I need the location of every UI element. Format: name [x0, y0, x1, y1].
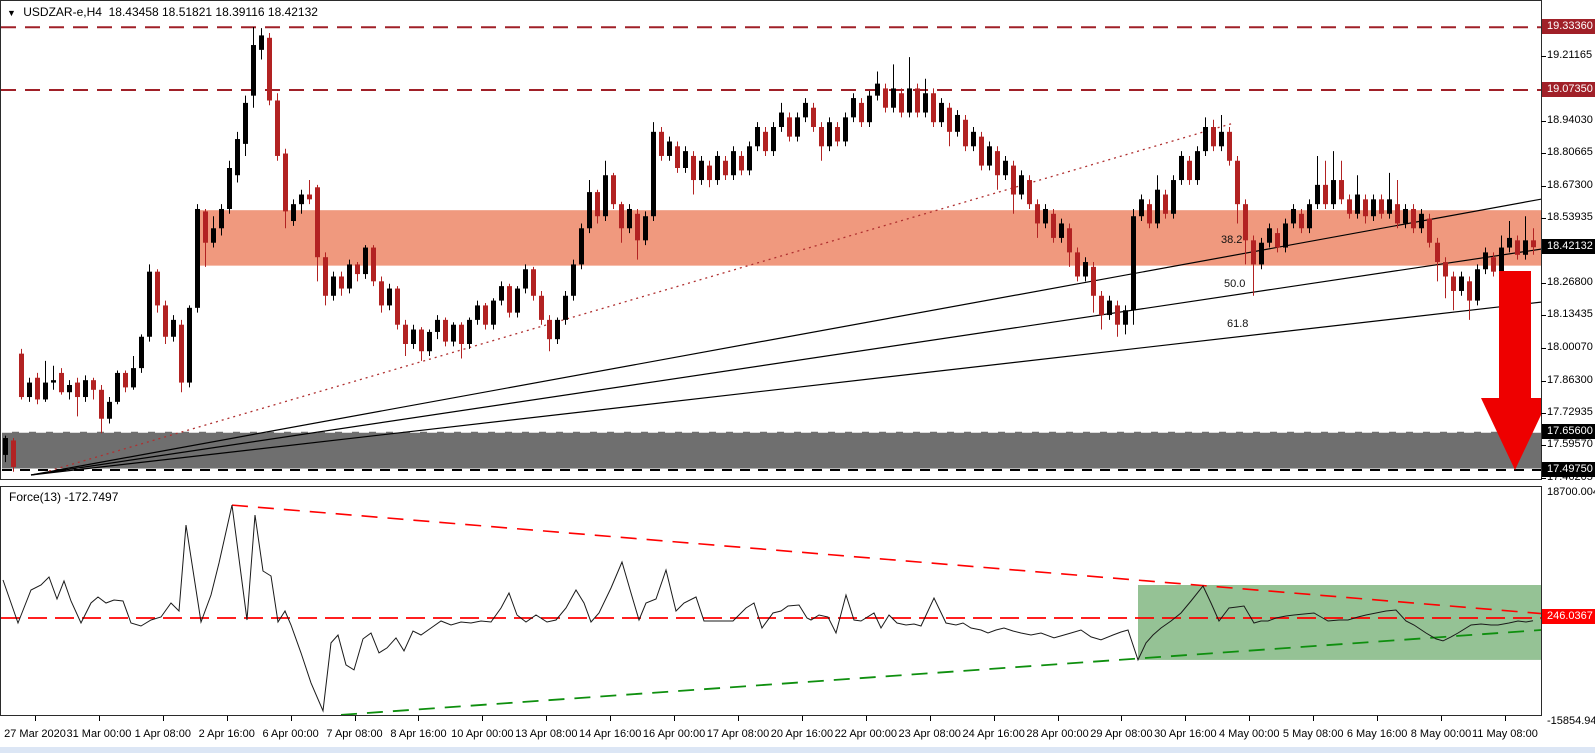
time-axis-tick — [1441, 716, 1443, 721]
price-badge-18.42132: 18.42132 — [1542, 239, 1595, 254]
time-axis-tick — [1121, 716, 1123, 721]
chart-title: ▼ USDZAR-e,H4 18.43458 18.51821 18.39116… — [7, 5, 318, 19]
time-axis-label: 11 May 08:00 — [1472, 728, 1538, 740]
time-axis-tick — [929, 716, 931, 721]
force-indicator-panel[interactable]: Force(13) -172.7497 — [0, 486, 1542, 716]
price-badge-19.07350: 19.07350 — [1542, 82, 1595, 97]
price-axis-label: 18.80665 — [1547, 146, 1593, 158]
time-axis-tick — [482, 716, 484, 721]
time-axis-tick — [35, 716, 36, 721]
time-axis-tick — [738, 716, 739, 721]
indicator-name-label: Force(13) -172.7497 — [9, 490, 119, 504]
time-axis-tick — [98, 716, 100, 721]
time-axis-label: 5 May 08:00 — [1282, 728, 1344, 740]
time-axis-label: 10 Apr 00:00 — [451, 728, 514, 740]
indicator-axis-max-label: 18700.0048 — [1547, 486, 1595, 498]
time-axis-tick — [354, 716, 356, 721]
price-axis-label: 17.72935 — [1547, 406, 1593, 418]
chart-dropdown-icon[interactable]: ▼ — [7, 8, 16, 18]
price-axis-tick — [1541, 283, 1546, 284]
time-axis-label: 31 Mar 00:00 — [66, 728, 132, 740]
time-axis-tick — [1377, 716, 1379, 721]
time-axis-tick — [290, 716, 292, 721]
price-axis-tick — [1541, 56, 1546, 57]
time-axis-label: 8 May 00:00 — [1410, 728, 1472, 740]
time-axis-label: 4 May 00:00 — [1219, 728, 1280, 740]
time-axis-tick — [1313, 716, 1315, 721]
price-chart-panel[interactable]: ▼ USDZAR-e,H4 18.43458 18.51821 18.39116… — [0, 0, 1542, 480]
indicator-axis-min-label: -15854.946 — [1547, 715, 1595, 727]
price-axis-tick — [1541, 315, 1546, 316]
time-axis-label: 6 May 16:00 — [1346, 728, 1408, 740]
window-bottom-strip — [0, 747, 1595, 753]
time-axis-label: 24 Apr 16:00 — [962, 728, 1025, 740]
chart-ohlc-values: 18.43458 18.51821 18.39116 18.42132 — [108, 5, 318, 19]
fib-fan-label-61.8: 61.8 — [1227, 318, 1249, 330]
time-axis-tick — [1057, 716, 1059, 721]
price-axis-label: 18.00070 — [1547, 341, 1593, 353]
time-axis-tick — [418, 716, 420, 721]
time-axis-tick — [610, 716, 612, 721]
price-axis-tick — [1541, 153, 1546, 154]
price-axis-label: 17.46205 — [1547, 471, 1593, 483]
time-axis-label: 14 Apr 16:00 — [578, 728, 642, 740]
time-axis-tick — [546, 716, 548, 721]
price-axis-label: 17.86300 — [1547, 374, 1593, 386]
price-axis-tick — [1541, 445, 1546, 446]
time-axis-label: 27 Mar 2020 — [4, 728, 66, 740]
price-badge-19.33360: 19.33360 — [1542, 19, 1595, 34]
price-chart-canvas[interactable] — [1, 1, 1541, 479]
time-axis-label: 16 Apr 00:00 — [642, 728, 706, 740]
price-badge-17.65600: 17.65600 — [1542, 424, 1595, 439]
time-axis-tick — [226, 716, 228, 721]
time-axis-tick — [993, 716, 995, 721]
price-axis-tick — [1541, 186, 1546, 187]
force-indicator-canvas[interactable] — [1, 487, 1541, 715]
time-axis-label: 29 Apr 08:00 — [1090, 728, 1153, 740]
time-axis-label: 23 Apr 08:00 — [898, 728, 961, 740]
time-axis-tick — [1185, 716, 1187, 721]
chart-symbol-timeframe: USDZAR-e,H4 — [23, 5, 102, 19]
time-axis-tick — [865, 716, 867, 721]
time-axis-label: 22 Apr 00:00 — [834, 728, 898, 740]
price-axis-label: 17.59570 — [1547, 438, 1593, 450]
price-axis-tick — [1541, 478, 1546, 479]
price-axis-label: 18.53935 — [1547, 211, 1593, 223]
indicator-value-badge: 246.0367 — [1542, 609, 1595, 624]
time-axis-label: 7 Apr 08:00 — [326, 728, 383, 740]
time-axis-tick — [674, 716, 676, 721]
time-axis-tick — [1249, 716, 1251, 721]
time-axis-label: 2 Apr 16:00 — [198, 728, 255, 740]
time-axis-label: 17 Apr 08:00 — [706, 728, 770, 740]
time-axis-tick — [1504, 716, 1506, 721]
time-axis-tick — [162, 716, 164, 721]
fib-fan-label-38.2: 38.2 — [1221, 234, 1243, 246]
time-axis-label: 8 Apr 16:00 — [390, 728, 447, 740]
time-axis-label: 20 Apr 16:00 — [770, 728, 834, 740]
time-axis-tick — [801, 716, 803, 721]
price-axis-tick — [1541, 218, 1546, 219]
price-axis-label: 18.67300 — [1547, 179, 1593, 191]
fib-fan-label-50.0: 50.0 — [1224, 278, 1246, 290]
time-axis-label: 6 Apr 00:00 — [262, 728, 319, 740]
price-axis-tick — [1541, 348, 1546, 349]
time-axis-label: 13 Apr 08:00 — [515, 728, 578, 740]
price-axis-tick — [1541, 381, 1546, 382]
time-axis-label: 30 Apr 16:00 — [1154, 728, 1217, 740]
price-axis-label: 18.13435 — [1547, 308, 1593, 320]
price-axis-label: 18.94030 — [1547, 114, 1593, 126]
time-axis-label: 28 Apr 00:00 — [1026, 728, 1089, 740]
price-axis-tick — [1541, 121, 1546, 122]
time-axis-label: 1 Apr 08:00 — [134, 728, 191, 740]
price-axis-label: 18.26800 — [1547, 276, 1593, 288]
price-axis-tick — [1541, 413, 1546, 414]
price-badge-17.49750: 17.49750 — [1542, 462, 1595, 477]
price-axis-label: 19.21165 — [1547, 49, 1593, 61]
